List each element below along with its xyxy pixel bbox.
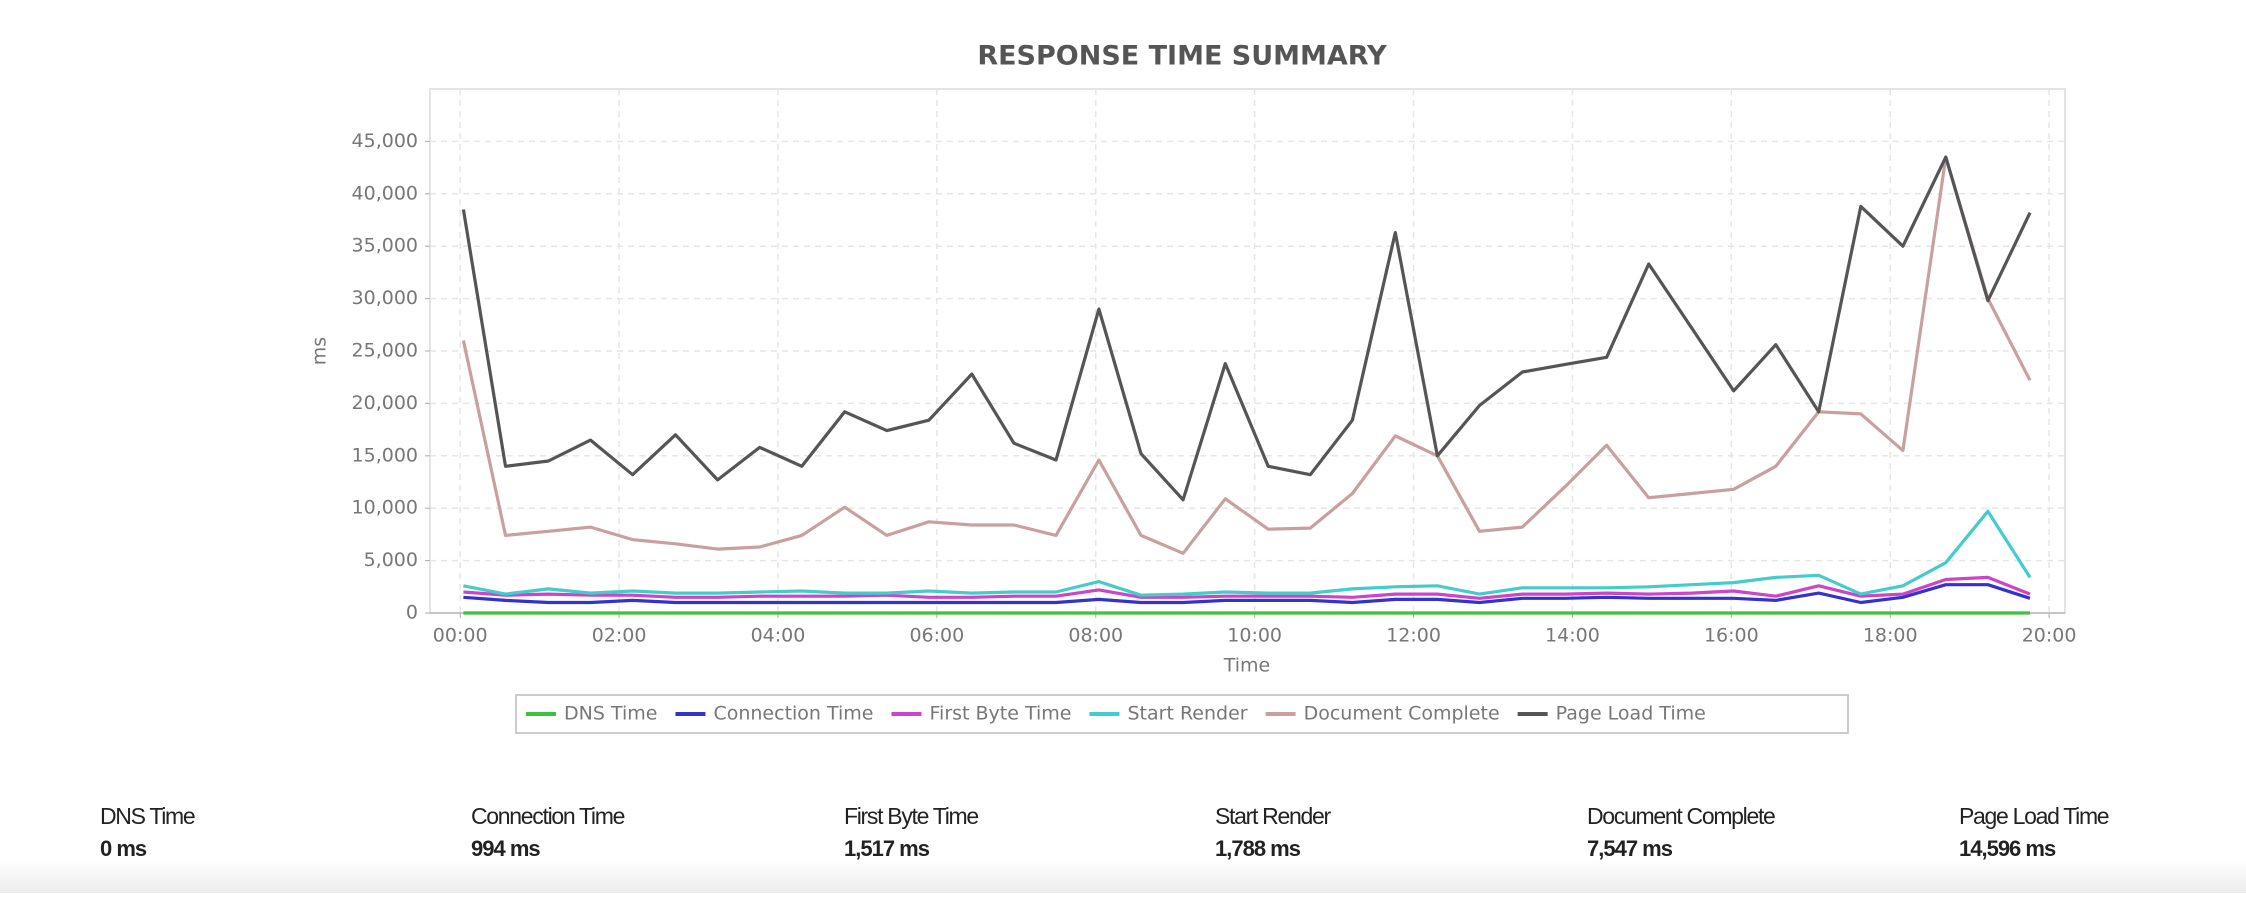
x-tick-label: 08:00 — [1068, 625, 1123, 647]
y-tick-label: 5,000 — [364, 549, 418, 571]
x-tick-label: 10:00 — [1227, 625, 1282, 647]
y-tick-label: 10,000 — [352, 497, 418, 519]
x-tick-label: 12:00 — [1386, 625, 1441, 647]
footer-fade — [0, 860, 2246, 893]
y-axis-label: ms — [309, 337, 331, 365]
legend-label: Document Complete — [1304, 703, 1500, 725]
summary-value: 1,517 ms — [844, 836, 930, 861]
x-tick-label: 04:00 — [751, 625, 806, 647]
series-line — [463, 509, 2032, 597]
legend-label: Page Load Time — [1556, 703, 1706, 725]
series-line — [461, 155, 2032, 555]
legend-label: DNS Time — [564, 703, 657, 725]
x-tick-label: 14:00 — [1545, 625, 1600, 647]
series-line — [463, 583, 2031, 605]
y-tick-label: 15,000 — [352, 444, 418, 466]
summary-label: First Byte Time — [844, 803, 978, 829]
y-tick-label: 20,000 — [352, 392, 418, 414]
x-tick-label: 18:00 — [1863, 625, 1918, 647]
summary-value: 14,596 ms — [1959, 836, 2056, 861]
chart-title: RESPONSE TIME SUMMARY — [977, 41, 1387, 72]
summary-value: 1,788 ms — [1215, 836, 1301, 861]
x-axis-label: Time — [1223, 655, 1271, 677]
y-tick-label: 40,000 — [352, 182, 418, 204]
summary-value: 0 ms — [100, 836, 147, 861]
legend-label: Connection Time — [713, 703, 873, 725]
series-line — [463, 575, 2031, 600]
x-tick-label: 16:00 — [1704, 625, 1759, 647]
legend-box — [515, 694, 1849, 734]
summary-label: Document Complete — [1587, 803, 1775, 829]
y-tick-label: 0 — [406, 602, 418, 624]
y-tick-label: 25,000 — [352, 340, 418, 362]
y-tick-label: 30,000 — [352, 287, 418, 309]
summary-label: Page Load Time — [1959, 803, 2109, 829]
summary-label: Start Render — [1215, 803, 1331, 829]
series-line — [461, 155, 2032, 502]
summary-value: 7,547 ms — [1587, 836, 1673, 861]
x-tick-label: 00:00 — [433, 625, 488, 647]
x-tick-label: 06:00 — [909, 625, 964, 647]
legend-label: First Byte Time — [930, 703, 1072, 725]
y-tick-label: 35,000 — [352, 235, 418, 257]
y-tick-label: 45,000 — [352, 130, 418, 152]
summary-label: DNS Time — [100, 803, 195, 829]
summary-value: 994 ms — [471, 836, 540, 861]
legend-label: Start Render — [1127, 703, 1247, 725]
summary-label: Connection Time — [471, 803, 625, 829]
x-tick-label: 02:00 — [592, 625, 647, 647]
x-tick-label: 20:00 — [2022, 625, 2077, 647]
